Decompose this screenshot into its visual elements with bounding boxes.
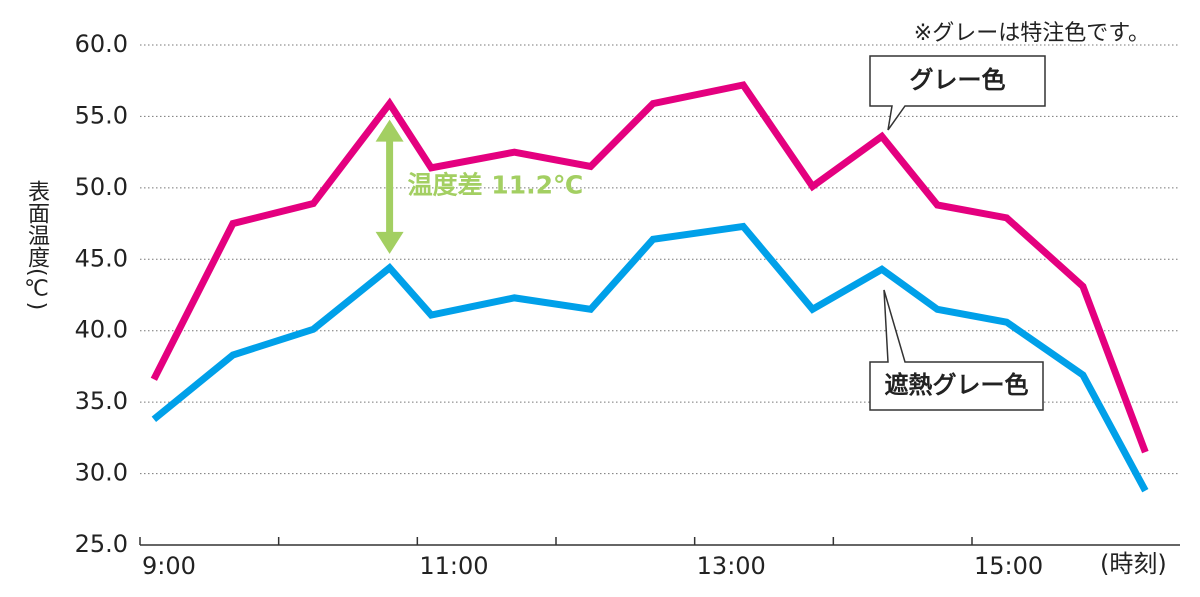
note: ※グレーは特注色です。: [914, 21, 1150, 46]
callout-box: [869, 55, 1046, 131]
diff-arrow-head: [375, 119, 404, 142]
diff-label: 温度差 11.2℃: [408, 171, 584, 200]
x-tick-label: 9:00: [142, 552, 196, 580]
y-tick-label: 55.0: [75, 101, 128, 129]
y-tick-label: 35.0: [75, 387, 128, 415]
callout-box: [869, 289, 1044, 411]
diff-arrow-head: [375, 231, 404, 254]
y-tick-label: 25.0: [75, 530, 128, 558]
series-line: [150, 81, 1149, 454]
series-line: [151, 222, 1149, 493]
y-tick-label: 50.0: [75, 173, 128, 201]
y-tick-label: 60.0: [75, 30, 128, 58]
y-tick-label: 40.0: [75, 316, 128, 344]
y-tick-label: 45.0: [75, 244, 128, 272]
y-axis-label: 表面温度(℃): [24, 180, 49, 311]
legend-label: 遮熱グレー色: [885, 371, 1029, 399]
x-tick-label: 15:00: [974, 552, 1043, 580]
x-tick-label: 11:00: [419, 552, 488, 580]
legend-label: グレー色: [910, 66, 1006, 94]
x-tick-label: 13:00: [697, 552, 766, 580]
y-tick-label: 30.0: [75, 459, 128, 487]
x-axis-label: (時刻): [1100, 550, 1167, 578]
